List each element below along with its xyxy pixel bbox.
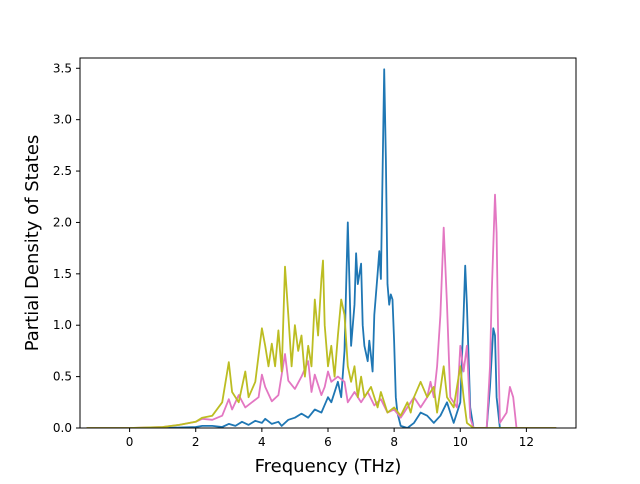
x-axis-label: Frequency (THz) — [255, 456, 402, 477]
y-tick-label: 3.0 — [53, 113, 72, 127]
y-tick-label: 0.5 — [53, 370, 72, 384]
series-line-3 — [86, 259, 557, 428]
series-line-1 — [86, 68, 557, 428]
x-tick-label: 6 — [324, 435, 332, 449]
x-tick-label: 2 — [192, 435, 200, 449]
series-layer — [86, 68, 557, 428]
x-tick-label: 10 — [453, 435, 468, 449]
y-tick-label: 1.0 — [53, 318, 72, 332]
x-tick-label: 12 — [519, 435, 534, 449]
x-axis-ticks: 0 2 4 6 8 10 12 — [126, 428, 534, 449]
y-tick-label: 0.0 — [53, 421, 72, 435]
y-axis-label: Partial Density of States — [22, 135, 43, 352]
y-tick-label: 3.5 — [53, 61, 72, 75]
y-tick-label: 2.5 — [53, 164, 72, 178]
y-axis-ticks: 0.0 0.5 1.0 1.5 2.0 2.5 3.0 3.5 — [53, 61, 80, 435]
series-line-2 — [86, 193, 557, 428]
x-tick-label: 8 — [390, 435, 398, 449]
y-tick-label: 1.5 — [53, 267, 72, 281]
x-tick-label: 4 — [258, 435, 266, 449]
x-tick-label: 0 — [126, 435, 134, 449]
y-tick-label: 2.0 — [53, 215, 72, 229]
